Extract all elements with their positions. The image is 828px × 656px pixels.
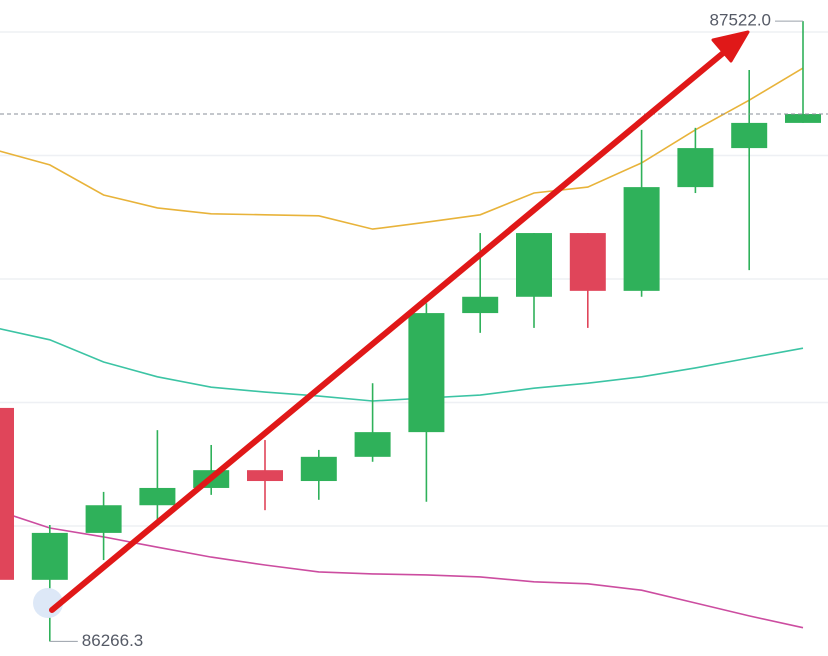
candle-body — [31, 532, 68, 580]
candle-body — [516, 233, 552, 297]
candle-body — [677, 148, 714, 188]
candle-body — [139, 487, 176, 506]
candle-body — [247, 470, 283, 482]
candle-body — [785, 114, 821, 123]
labels: 87522.0 86266.3 — [49, 11, 803, 650]
candle-body — [85, 505, 122, 533]
candle-body — [354, 432, 391, 457]
candle-body — [300, 456, 337, 482]
candles — [0, 21, 828, 642]
candle-body — [0, 407, 14, 580]
candle-body — [731, 122, 768, 149]
arrow-head — [711, 30, 750, 63]
candle-body — [462, 296, 499, 314]
trend-arrow — [49, 30, 750, 613]
grid — [0, 31, 828, 527]
candle-body — [408, 313, 445, 433]
candle-body — [569, 233, 606, 291]
moving-average-line — [0, 327, 804, 402]
candle-body — [623, 187, 660, 291]
arrow-shaft — [49, 46, 731, 613]
max-label: 87522.0 — [710, 11, 771, 30]
min-label: 86266.3 — [82, 631, 143, 650]
moving-average-line — [0, 67, 804, 230]
